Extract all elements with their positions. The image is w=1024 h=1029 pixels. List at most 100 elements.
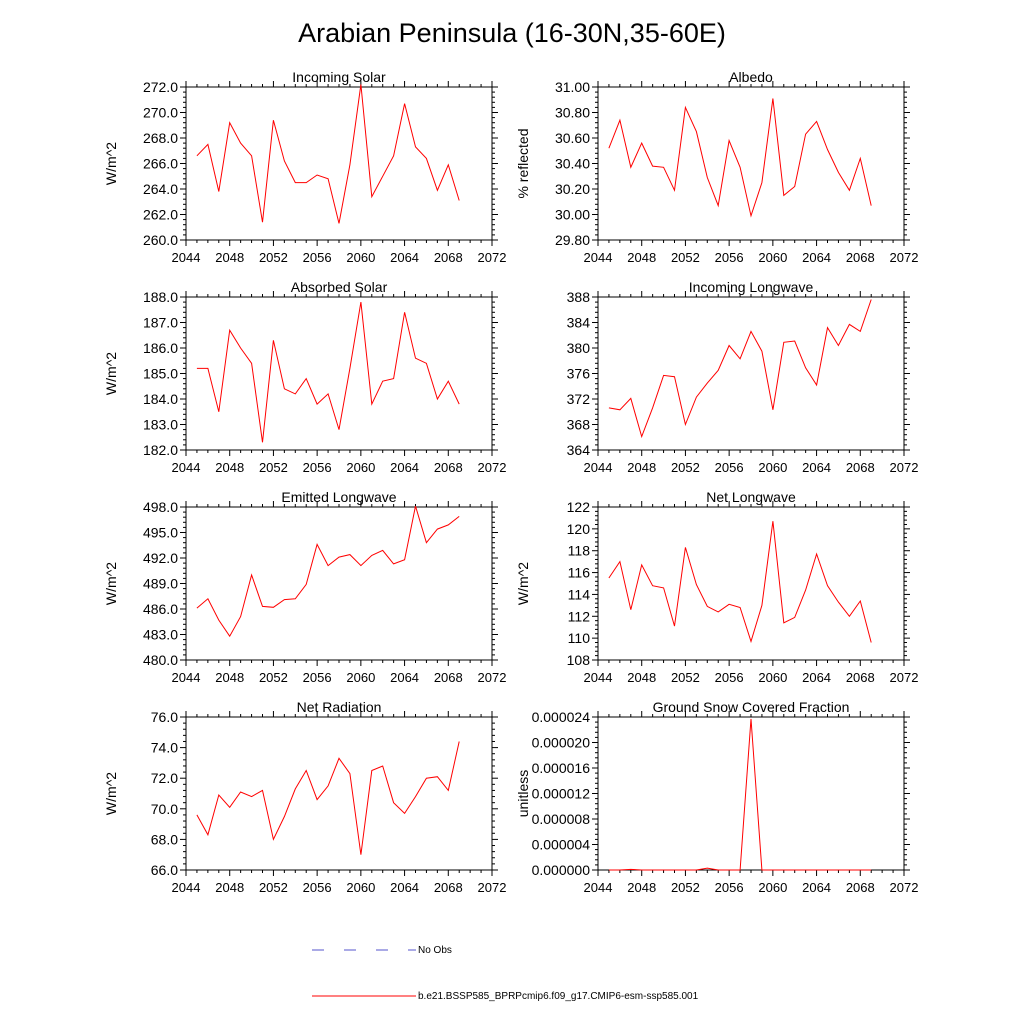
x-tick-label: 2068 xyxy=(434,460,463,475)
panel-title: Emitted Longwave xyxy=(281,489,396,505)
y-tick-label: 30.20 xyxy=(555,181,590,197)
x-tick-label: 2044 xyxy=(584,670,613,685)
x-tick-label: 2068 xyxy=(434,880,463,895)
x-tick-label: 2060 xyxy=(346,670,375,685)
y-axis-label: % reflected xyxy=(515,128,531,198)
y-tick-label: 66.0 xyxy=(151,862,178,878)
panel-6: Net Longwave 2044 2048 2052 2056 2060 2064 2068… xyxy=(515,489,918,685)
y-tick-label: 188.0 xyxy=(143,289,178,305)
y-tick-label: 498.0 xyxy=(143,499,178,515)
y-tick-label: 30.40 xyxy=(555,156,590,172)
x-tick-label: 2064 xyxy=(802,460,831,475)
y-axis-label: W/m^2 xyxy=(103,562,119,605)
x-tick-label: 2044 xyxy=(172,460,201,475)
y-tick-label: 388 xyxy=(567,289,591,305)
x-tick-label: 2044 xyxy=(584,880,613,895)
y-tick-label: 70.0 xyxy=(151,801,178,817)
x-tick-label: 2056 xyxy=(715,670,744,685)
x-tick-label: 2048 xyxy=(627,670,656,685)
y-tick-label: 29.80 xyxy=(555,232,590,248)
series-line xyxy=(608,299,872,439)
x-tick-label: 2044 xyxy=(584,460,613,475)
y-tick-label: 31.00 xyxy=(555,79,590,95)
y-tick-label: 268.0 xyxy=(143,130,178,146)
x-tick-label: 2048 xyxy=(215,880,244,895)
x-tick-label: 2052 xyxy=(671,250,700,265)
x-tick-label: 2048 xyxy=(627,250,656,265)
series-line xyxy=(196,302,460,443)
x-tick-label: 2072 xyxy=(890,880,919,895)
y-tick-label: 118 xyxy=(568,543,591,559)
x-tick-label: 2068 xyxy=(846,460,875,475)
y-tick-label: 372 xyxy=(567,391,591,407)
y-axis-label: W/m^2 xyxy=(515,562,531,605)
panel-title: Incoming Solar xyxy=(292,69,386,85)
y-tick-label: 183.0 xyxy=(143,417,178,433)
y-axis-label: W/m^2 xyxy=(103,772,119,815)
y-tick-label: 182.0 xyxy=(143,442,178,458)
y-tick-label: 108 xyxy=(567,652,591,668)
series-line xyxy=(196,741,460,855)
x-tick-label: 2052 xyxy=(259,670,288,685)
x-tick-label: 2064 xyxy=(802,250,831,265)
y-tick-label: 0.000012 xyxy=(532,786,591,802)
y-tick-label: 0.000016 xyxy=(532,760,591,776)
y-tick-label: 486.0 xyxy=(143,601,178,617)
y-tick-label: 0.000020 xyxy=(532,735,591,751)
x-tick-label: 2056 xyxy=(715,880,744,895)
plot-frame xyxy=(597,296,905,451)
panel-title: Albedo xyxy=(729,69,773,85)
x-tick-label: 2048 xyxy=(627,880,656,895)
plot-frame xyxy=(185,86,493,241)
panel-title: Incoming Longwave xyxy=(689,279,814,295)
x-tick-label: 2060 xyxy=(758,460,787,475)
y-tick-label: 76.0 xyxy=(151,709,178,725)
panel-4: Incoming Longwave 2044 2048 2052 2056 2060 206… xyxy=(567,279,919,475)
x-tick-label: 2052 xyxy=(671,670,700,685)
x-tick-label: 2052 xyxy=(671,880,700,895)
x-tick-label: 2068 xyxy=(846,880,875,895)
figure-title: Arabian Peninsula (16-30N,35-60E) xyxy=(298,18,726,48)
x-tick-label: 2048 xyxy=(627,460,656,475)
x-tick-label: 2060 xyxy=(758,250,787,265)
y-tick-label: 264.0 xyxy=(143,181,178,197)
x-tick-label: 2068 xyxy=(434,250,463,265)
x-tick-label: 2068 xyxy=(846,670,875,685)
y-tick-label: 495.0 xyxy=(143,525,178,541)
y-tick-label: 376 xyxy=(567,366,591,382)
x-tick-label: 2064 xyxy=(390,670,419,685)
x-tick-label: 2060 xyxy=(758,880,787,895)
y-tick-label: 266.0 xyxy=(143,156,178,172)
y-axis-label: W/m^2 xyxy=(103,352,119,395)
y-tick-label: 186.0 xyxy=(143,340,178,356)
x-tick-label: 2052 xyxy=(671,460,700,475)
x-tick-label: 2064 xyxy=(390,460,419,475)
y-tick-label: 0.000004 xyxy=(532,837,591,853)
y-tick-label: 120 xyxy=(567,521,591,537)
plot-frame xyxy=(597,506,905,661)
y-tick-label: 272.0 xyxy=(143,79,178,95)
panel-1: Incoming Solar 2044 2048 2052 2056 2060 2064 20… xyxy=(103,69,506,265)
y-tick-label: 368 xyxy=(567,417,591,433)
y-tick-label: 364 xyxy=(567,442,591,458)
y-tick-label: 0.000000 xyxy=(532,862,591,878)
y-tick-label: 260.0 xyxy=(143,232,178,248)
x-tick-label: 2052 xyxy=(259,460,288,475)
y-tick-label: 270.0 xyxy=(143,105,178,121)
x-tick-label: 2072 xyxy=(890,250,919,265)
y-tick-label: 116 xyxy=(568,565,591,581)
legend-obs-label: No Obs xyxy=(418,945,452,956)
panel-3: Absorbed Solar 2044 2048 2052 2056 2060 2064 20… xyxy=(103,279,506,475)
x-tick-label: 2064 xyxy=(802,670,831,685)
series-line xyxy=(196,84,460,224)
y-tick-label: 384 xyxy=(567,315,591,331)
x-tick-label: 2064 xyxy=(390,250,419,265)
y-tick-label: 122 xyxy=(567,499,591,515)
panel-5: Emitted Longwave 2044 2048 2052 2056 2060 2064… xyxy=(103,489,506,685)
x-tick-label: 2052 xyxy=(259,250,288,265)
x-tick-label: 2068 xyxy=(434,670,463,685)
x-tick-label: 2044 xyxy=(172,670,201,685)
plot-frame xyxy=(185,716,493,871)
x-tick-label: 2048 xyxy=(215,460,244,475)
